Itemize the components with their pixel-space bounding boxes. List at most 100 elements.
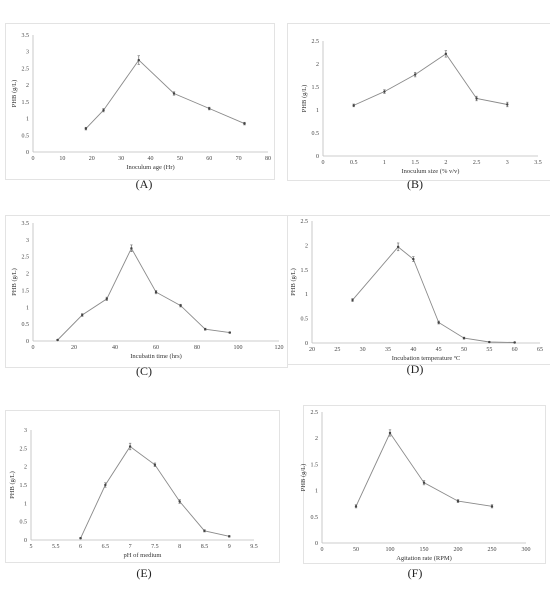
x-tick-label: 7 [129,544,132,550]
y-tick-label: 1.5 [22,100,30,106]
data-point [475,97,478,100]
x-axis-title: pH of medium [124,552,162,559]
data-point [396,245,400,249]
y-tick-label: 1.5 [301,268,309,274]
y-tick-label: 2.5 [301,219,309,225]
x-tick-label: 0 [322,160,325,166]
x-tick-label: 55 [486,347,492,353]
x-tick-label: 9 [228,544,231,550]
panel-label-a: (A) [135,177,153,191]
y-axis-title: PHB (g/L) [290,268,297,296]
data-point [104,483,107,487]
y-tick-label: 1 [24,501,27,507]
panel-frame-d [287,215,550,365]
x-tick-label: 150 [420,547,429,553]
y-tick-label: 1 [26,117,29,123]
y-axis-title: PHB (g/L) [9,471,16,499]
x-tick-label: 60 [512,347,518,353]
x-axis-title: Inoculum size (% v/v) [402,168,460,175]
x-tick-label: 70 [236,156,242,162]
data-point [154,290,158,294]
x-tick-label: 6.5 [102,544,110,550]
y-tick-label: 1 [315,489,318,495]
x-tick-label: 50 [177,156,183,162]
y-tick-label: 3 [24,428,27,434]
data-point [351,298,354,302]
x-tick-label: 7.5 [151,544,159,550]
data-point [488,340,491,344]
y-tick-label: 0.5 [312,131,320,137]
series-line [57,247,230,341]
x-tick-label: 50 [353,547,359,553]
y-axis-title: PHB (g/L) [300,464,307,492]
x-tick-label: 80 [194,345,200,351]
x-tick-label: 200 [454,547,463,553]
x-tick-label: 0 [321,547,324,553]
x-tick-label: 120 [275,345,284,351]
x-tick-label: 60 [153,345,159,351]
y-tick-label: 1 [316,108,319,114]
x-tick-label: 65 [537,347,543,353]
data-point [130,247,133,250]
x-tick-label: 35 [385,347,391,353]
data-point [153,463,157,467]
y-axis-title: PHB (g/L) [11,80,18,108]
y-tick-label: 2.5 [312,39,320,45]
data-point [79,536,82,540]
x-tick-label: 6 [79,544,82,550]
y-tick-label: 0 [26,339,29,345]
x-tick-label: 50 [461,347,467,353]
x-tick-label: 25 [334,347,340,353]
data-point [203,529,206,533]
y-tick-label: 2 [316,62,319,68]
y-tick-label: 0 [305,341,308,347]
y-tick-label: 3 [26,50,29,56]
y-tick-label: 0 [24,538,27,544]
y-tick-label: 0 [315,541,318,547]
y-tick-label: 0 [316,154,319,160]
x-tick-label: 30 [118,156,124,162]
y-tick-label: 1.5 [22,288,30,294]
data-point [388,431,392,435]
data-point [490,505,494,508]
y-tick-label: 0.5 [20,520,28,526]
data-point [352,104,355,107]
y-tick-label: 2 [26,83,29,89]
x-tick-label: 100 [234,345,243,351]
data-point [204,328,207,331]
x-tick-label: 8 [178,544,181,550]
x-tick-label: 40 [410,347,416,353]
panel-frame-f [303,405,546,564]
x-axis-title: Agitation rate (RPM) [396,555,452,562]
y-tick-label: 1.5 [312,85,320,91]
x-tick-label: 2 [444,160,447,166]
y-tick-label: 2 [24,465,27,471]
data-point [172,92,176,95]
y-tick-label: 1.5 [20,483,28,489]
x-tick-label: 3 [506,160,509,166]
panel-frame-e [5,410,280,563]
x-tick-label: 100 [386,547,395,553]
y-tick-label: 3 [26,238,29,244]
data-point [208,107,211,110]
y-tick-label: 0 [26,150,29,156]
data-point [102,109,105,112]
series-line [85,59,245,129]
x-tick-label: 20 [71,345,77,351]
series-line [355,432,493,507]
data-point [354,505,358,508]
y-tick-label: 1 [26,305,29,311]
y-tick-label: 3.5 [22,33,30,39]
panel-label-d: (D) [406,362,424,376]
panel-frame-c [5,215,288,368]
data-point [437,321,440,324]
data-point [228,535,231,538]
data-point [462,336,466,340]
y-tick-label: 0.5 [301,317,309,323]
x-tick-label: 2.5 [473,160,481,166]
data-point [56,338,59,342]
y-tick-label: 2 [305,243,308,249]
y-tick-label: 3.5 [22,221,30,227]
data-point [412,257,415,261]
